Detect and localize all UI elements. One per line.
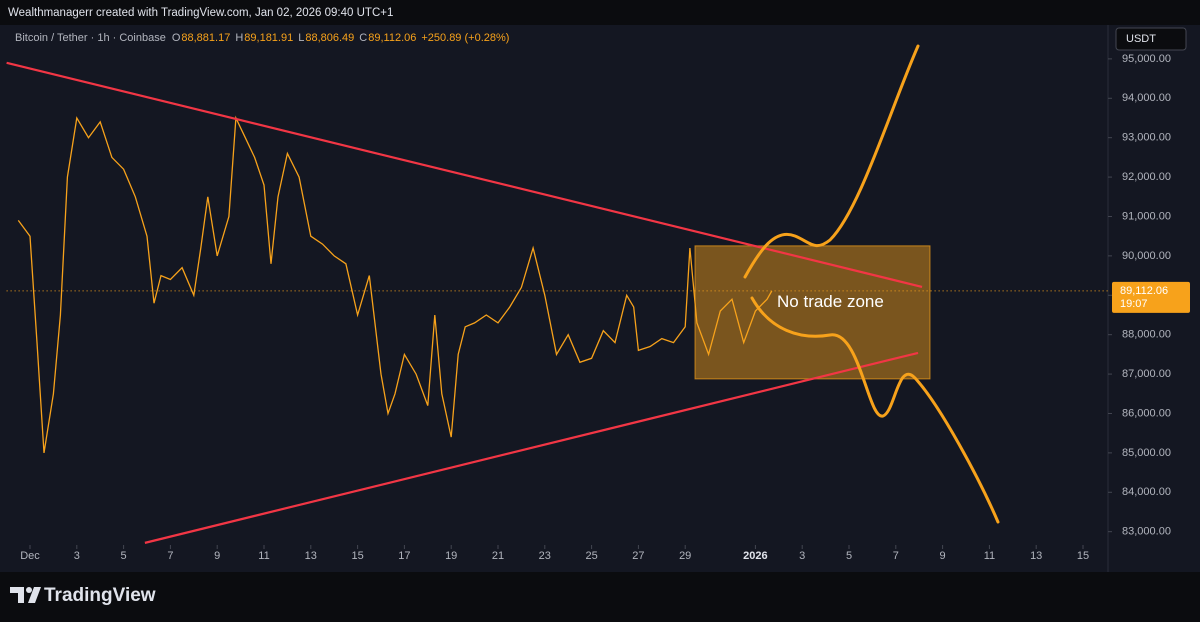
x-tick-label: 5 bbox=[846, 550, 852, 562]
x-tick-label: 13 bbox=[305, 550, 317, 562]
x-tick-label: 23 bbox=[539, 550, 551, 562]
brand: TradingView bbox=[44, 585, 156, 606]
zone-label: No trade zone bbox=[777, 292, 884, 311]
trendline bbox=[144, 351, 919, 544]
y-tick-label: 84,000.00 bbox=[1122, 486, 1171, 498]
x-tick-label: 5 bbox=[121, 550, 127, 562]
x-tick-label: 3 bbox=[74, 550, 80, 562]
logo: TradingView bbox=[10, 585, 156, 606]
ohlc-group: O 88,881.17 H 89,181.91 L 88,806.49 C 89,112.06… bbox=[172, 32, 510, 44]
logo-icon bbox=[10, 587, 41, 603]
change: +250.89 (+0.28%) bbox=[421, 32, 509, 44]
plot: 83,000.00 84,000.00 85,000.00 86,000.00 87,0… bbox=[6, 53, 1190, 562]
countdown: 19:07 bbox=[1120, 298, 1148, 310]
x-tick-label: 21 bbox=[492, 550, 504, 562]
x-tick-label: 15 bbox=[351, 550, 363, 562]
y-tick-label: 92,000.00 bbox=[1122, 171, 1171, 183]
ohlc-key: H bbox=[235, 32, 243, 44]
x-tick-label: 15 bbox=[1077, 550, 1089, 562]
x-tick-label: 9 bbox=[214, 550, 220, 562]
x-tick-label: 27 bbox=[632, 550, 644, 562]
x-tick-label: 17 bbox=[398, 550, 410, 562]
y-tick-label: 85,000.00 bbox=[1122, 447, 1171, 459]
y-tick-label: 91,000.00 bbox=[1122, 210, 1171, 222]
ohlc-key: C bbox=[359, 32, 367, 44]
x-tick-label: 9 bbox=[940, 550, 946, 562]
x-tick-label: 11 bbox=[258, 550, 269, 562]
x-tick-label: 2026 bbox=[743, 550, 767, 562]
y-tick-label: 94,000.00 bbox=[1122, 92, 1171, 104]
x-tick-label: 13 bbox=[1030, 550, 1042, 562]
trendline bbox=[6, 61, 923, 288]
y-tick-label: 88,000.00 bbox=[1122, 329, 1171, 341]
projection-up bbox=[743, 44, 920, 279]
y-tick-label: 83,000.00 bbox=[1122, 526, 1171, 538]
x-tick-label: 25 bbox=[585, 550, 597, 562]
ohlc-value: 89,112.06 bbox=[368, 32, 416, 44]
currency[interactable]: USDT bbox=[1126, 33, 1156, 45]
currency-button[interactable] bbox=[1115, 27, 1187, 51]
x-tick-label: 29 bbox=[679, 550, 691, 562]
x-tick-label: 11 bbox=[984, 550, 995, 562]
y-tick-label: 93,000.00 bbox=[1122, 132, 1171, 144]
x-tick-label: 3 bbox=[799, 550, 805, 562]
x-tick-label: 19 bbox=[445, 550, 457, 562]
projection-down bbox=[750, 296, 1000, 524]
ohlc-key: L bbox=[298, 32, 304, 44]
x-tick-label: Dec bbox=[20, 550, 40, 562]
symbol: Bitcoin / Tether · 1h · Coinbase bbox=[15, 32, 166, 44]
ohlc-key: O bbox=[172, 32, 181, 44]
y-tick-label: 90,000.00 bbox=[1122, 250, 1171, 262]
header: Wealthmanagerr created with TradingView.… bbox=[8, 7, 393, 19]
logo-dot bbox=[26, 587, 32, 593]
y-tick-label: 87,000.00 bbox=[1122, 368, 1171, 380]
y-tick-label: 95,000.00 bbox=[1122, 53, 1171, 65]
price-line bbox=[17, 115, 773, 454]
last-price-box bbox=[1112, 281, 1190, 313]
ohlc-value: 88,806.49 bbox=[305, 32, 354, 44]
last-price-label: 89,112.06 bbox=[1120, 285, 1168, 297]
plot-panel bbox=[0, 25, 1200, 572]
x-tick-label: 7 bbox=[167, 550, 173, 562]
ohlc-value: 89,181.91 bbox=[244, 32, 293, 44]
no-trade-zone bbox=[694, 245, 931, 380]
y-tick-label: 86,000.00 bbox=[1122, 407, 1171, 419]
x-tick-label: 7 bbox=[893, 550, 899, 562]
ohlc-value: 88,881.17 bbox=[181, 32, 230, 44]
